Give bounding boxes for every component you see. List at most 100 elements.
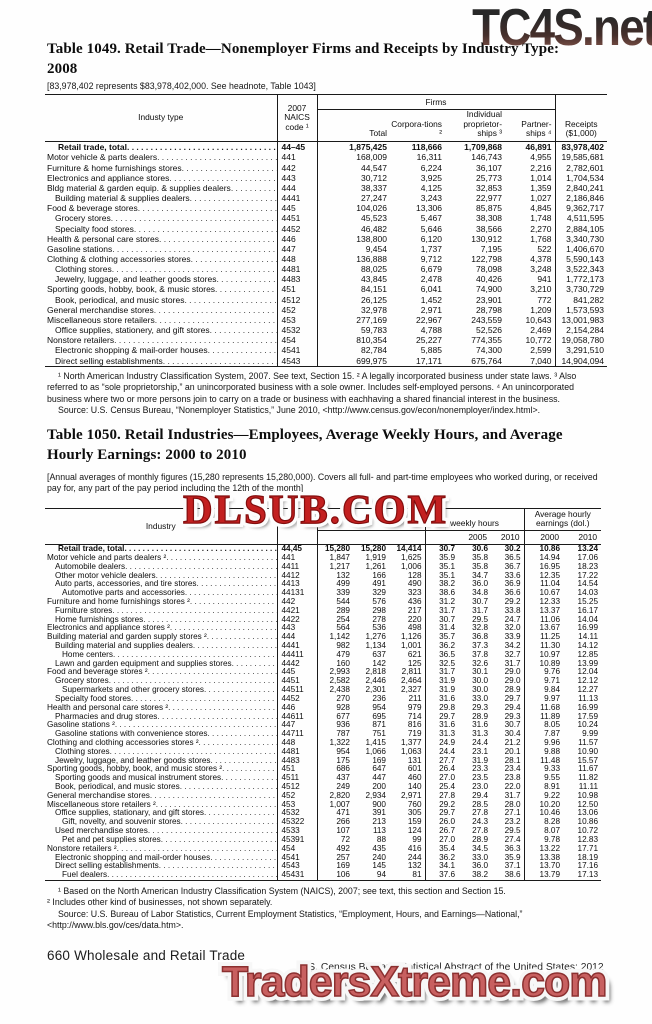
row-label: Pet and pet supplies stores xyxy=(45,836,277,845)
value-cell: 2,971 xyxy=(420,304,442,315)
value-cell: 270 xyxy=(336,693,350,703)
naics-code-cell: 443 xyxy=(276,172,318,183)
value-cell: 22.0 xyxy=(504,782,521,792)
value-cell: 36.9 xyxy=(504,579,521,589)
value-cell: 27.0 xyxy=(424,773,459,784)
value-cell: 298 xyxy=(372,605,386,615)
value-cell: 35.7 xyxy=(424,632,459,643)
dot-leader xyxy=(207,730,276,739)
value-cell: 2,971 xyxy=(401,790,422,800)
value-cell: 9.96 xyxy=(523,738,564,748)
value-cell: 491 xyxy=(372,579,386,589)
value-cell: 5,646 xyxy=(420,223,442,234)
row-label: Clothing and clothing accessories stores… xyxy=(45,739,277,748)
table-row: Motor vehicle and parts dealers ²441 1,84… xyxy=(45,552,601,563)
naics-code-cell: 446 xyxy=(276,703,318,713)
value-cell: 16.99 xyxy=(577,623,599,633)
row-label: Gasoline stations xyxy=(45,244,277,254)
value-cell: 24.4 xyxy=(472,737,489,747)
naics-code-cell: 4543 xyxy=(276,862,318,872)
value-cell: 38.6 xyxy=(424,588,459,598)
value-cell: 46,482 xyxy=(361,223,387,234)
value-cell: 10.98 xyxy=(577,790,599,800)
table-row: Office supplies, stationery, and gift st… xyxy=(45,325,607,336)
value-cell: 72 xyxy=(340,834,350,844)
value-cell: 23.2 xyxy=(504,817,521,827)
value-cell: 4,845 xyxy=(530,203,552,214)
naics-code-cell: 451 xyxy=(276,765,318,775)
naics-code-cell: 4533 xyxy=(276,826,318,836)
value-cell: 11.11 xyxy=(578,782,599,792)
value-cell: 240 xyxy=(372,852,386,862)
value-cell: 9,362,717 xyxy=(554,203,607,214)
value-cell: 305 xyxy=(407,808,422,818)
dot-leader xyxy=(159,862,277,871)
row-label: Miscellaneous store retailers ² xyxy=(45,801,277,810)
value-cell: 1,737 xyxy=(420,243,442,254)
value-cell: 2,934 xyxy=(365,790,387,800)
value-cell: 160 xyxy=(336,658,350,668)
dot-leader xyxy=(166,554,276,563)
value-cell: 16.17 xyxy=(577,605,599,615)
value-cell: 498 xyxy=(407,623,422,633)
naics-code-cell: 441 xyxy=(276,553,318,563)
row-label: Building material and supplies dealers xyxy=(45,642,277,651)
value-cell: 11.30 xyxy=(523,641,564,651)
value-cell: 236 xyxy=(372,693,386,703)
value-cell: 46,891 xyxy=(505,140,555,153)
value-cell: 220 xyxy=(407,614,422,624)
dot-leader xyxy=(143,616,276,625)
value-cell: 13,001,983 xyxy=(554,314,607,326)
value-cell: 30.7 xyxy=(424,615,459,625)
dot-leader xyxy=(216,274,276,284)
value-cell: 27.8 xyxy=(424,791,459,801)
value-cell: 28.5 xyxy=(472,799,489,809)
value-cell: 128 xyxy=(407,570,422,580)
value-cell: 14,414 xyxy=(389,543,426,554)
value-cell: 33.0 xyxy=(472,852,489,862)
value-cell: 11.04 xyxy=(523,580,564,590)
table-row: Bldg material & garden equip. & supplies… xyxy=(45,182,607,194)
value-cell: 29.8 xyxy=(424,703,459,713)
value-cell: 35.9 xyxy=(424,553,459,563)
table-row: Specialty food stores4452 46,482 5,646 38,5… xyxy=(45,223,607,234)
dot-leader xyxy=(113,651,277,660)
table-row: Electronic shopping & mail-order houses4… xyxy=(45,345,607,356)
row-label: Retail trade, total xyxy=(45,544,277,554)
value-cell: 1,875,425 xyxy=(317,140,390,153)
value-cell: 23.3 xyxy=(472,764,489,774)
value-cell: 19,058,780 xyxy=(554,335,607,346)
value-cell: 4,955 xyxy=(530,152,552,163)
value-cell: 34.7 xyxy=(472,570,489,580)
value-cell: 2,582 xyxy=(329,676,351,686)
value-cell: 36.5 xyxy=(504,552,521,562)
naics-code-cell: 443 xyxy=(276,624,318,634)
publication-credit: U.S. Census Bureau, Statistical Abstract… xyxy=(298,962,604,973)
watermark-bottom-text: TradersXtreme.com xyxy=(221,957,608,1007)
value-cell: 9.33 xyxy=(523,765,564,775)
naics-code-cell: 447 xyxy=(276,243,318,254)
value-cell: 499 xyxy=(336,579,350,589)
value-cell: 2,469 xyxy=(530,325,552,336)
value-cell: 2,811 xyxy=(401,667,422,677)
year-cell xyxy=(424,530,459,545)
col-industry-type: Industy type xyxy=(138,112,184,123)
table-row: Retail trade, total44,4515,28015,28014,4… xyxy=(45,543,602,554)
value-cell: 564 xyxy=(336,623,350,633)
dot-leader xyxy=(211,757,277,766)
row-label: Gasoline stations ² xyxy=(45,721,277,730)
value-cell: 15.25 xyxy=(577,596,599,606)
value-cell: 13.67 xyxy=(523,624,564,634)
value-cell: 2,186,846 xyxy=(554,193,607,204)
value-cell: 14.12 xyxy=(577,641,599,651)
value-cell: 772 xyxy=(537,294,552,305)
value-cell: 106 xyxy=(336,870,350,880)
dot-leader xyxy=(134,224,277,234)
value-cell: 30.7 xyxy=(504,720,521,730)
value-cell: 9,712 xyxy=(420,254,442,264)
col-partnerships: Partner-ships ⁴ xyxy=(505,109,556,142)
row-label: Food and beverage stores ² xyxy=(45,668,277,677)
table-row: Lawn and garden equipment and supplies s… xyxy=(45,658,601,669)
